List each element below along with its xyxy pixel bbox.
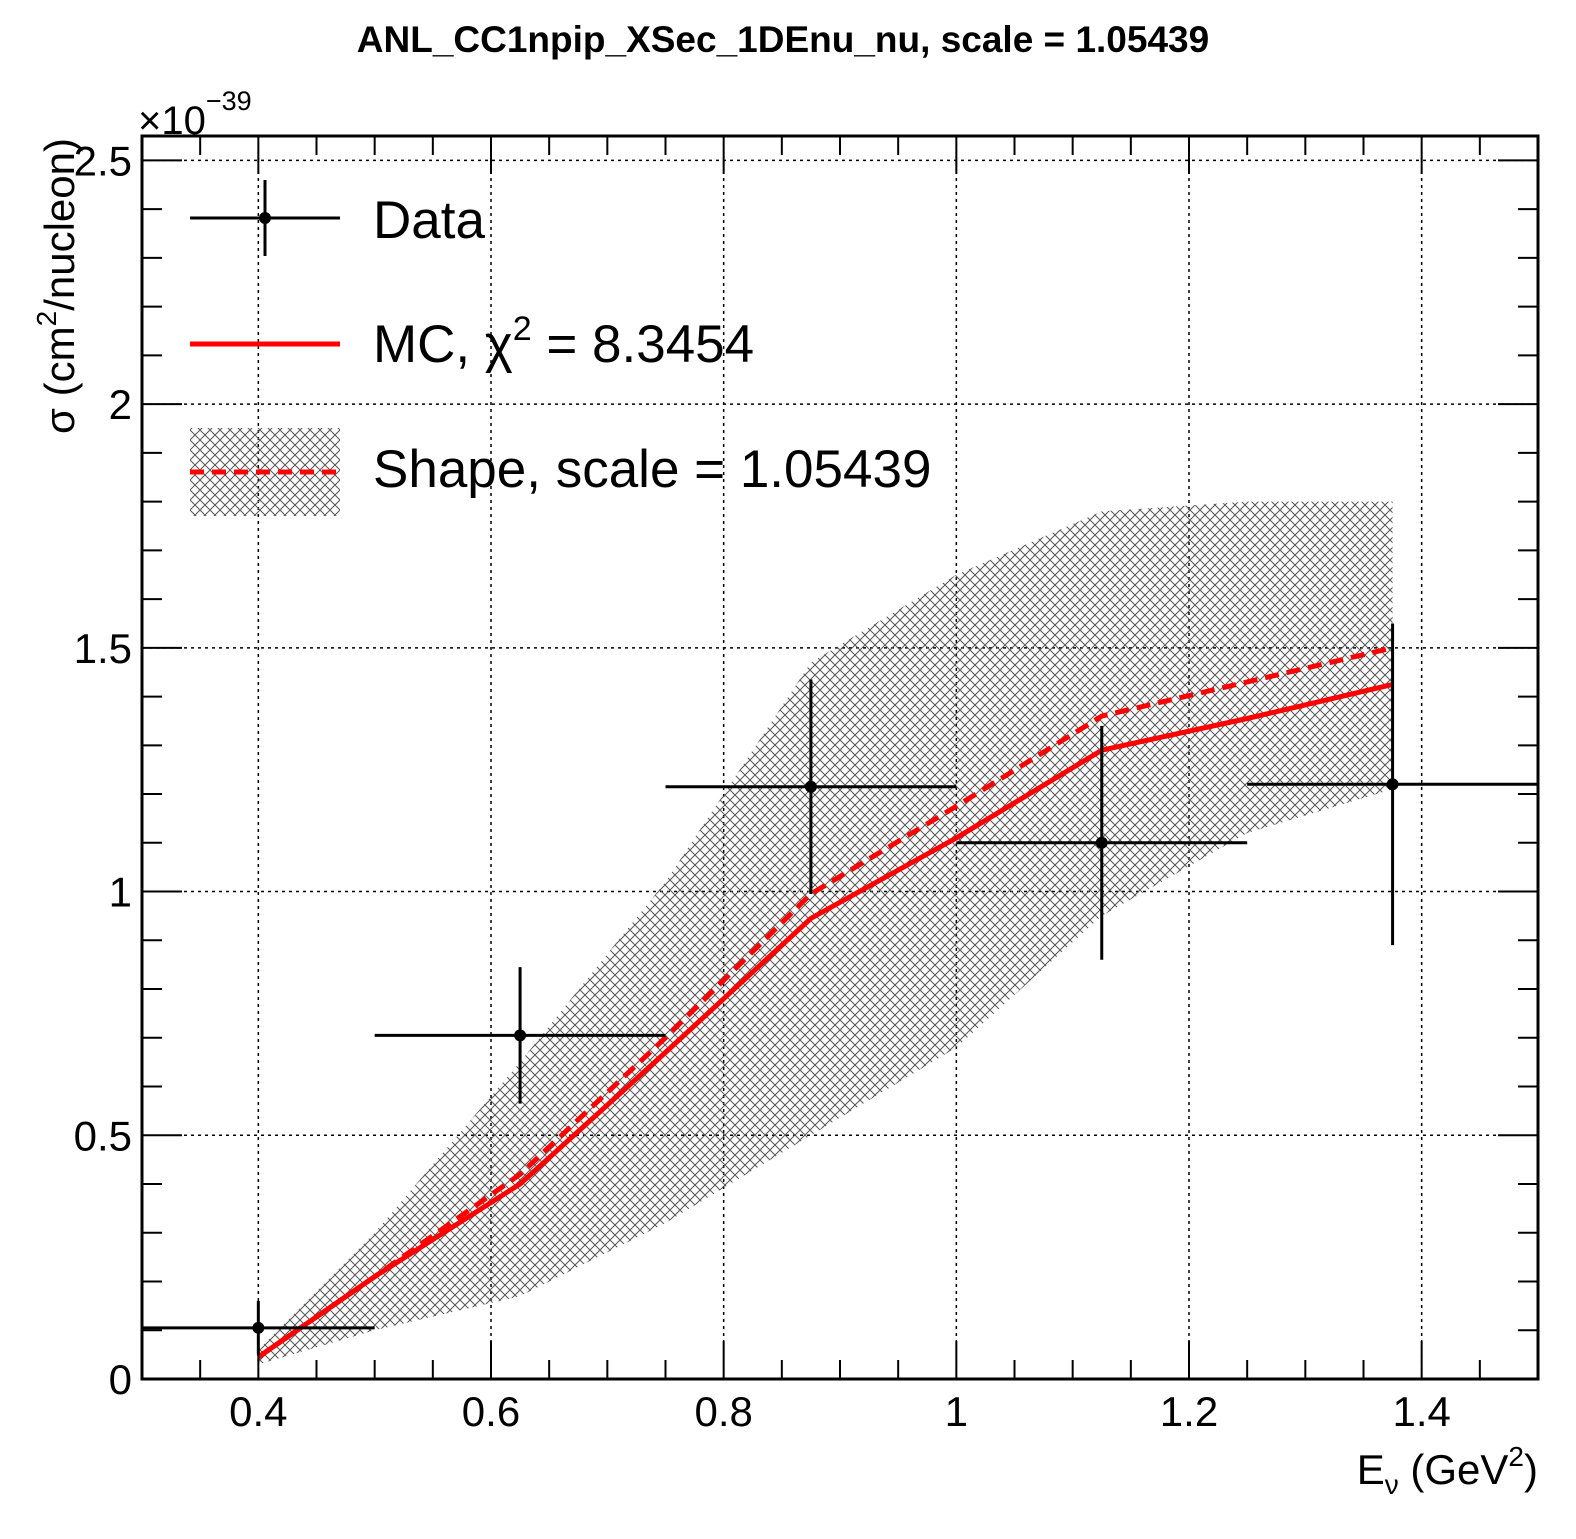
x-tick-label: 0.6 — [462, 1388, 520, 1435]
y-tick-label: 1 — [109, 869, 132, 916]
y-tick-label: 2 — [109, 381, 132, 428]
grid — [142, 136, 1538, 1379]
legend-entry-mc: MC, χ2 = 8.3454 — [190, 310, 754, 374]
data-point — [956, 725, 1248, 960]
legend-mc-label: MC, χ2 = 8.3454 — [373, 310, 754, 374]
shape-series-line — [256, 645, 1394, 1360]
axis-ticks — [141, 136, 1539, 1380]
y-tick-labels: 0 0.5 1 1.5 2 2.5 — [74, 137, 132, 1403]
legend: Data MC, χ2 = 8.3454 Shape, scale = 1.05… — [190, 180, 931, 516]
svg-text:×10−39: ×10−39 — [138, 86, 252, 143]
data-point — [1247, 623, 1538, 946]
x-tick-label: 0.4 — [229, 1388, 287, 1435]
data-marker — [1095, 836, 1108, 849]
x-tick-labels: 0.4 0.6 0.8 1 1.2 1.4 — [229, 1388, 1451, 1435]
legend-entry-shape: Shape, scale = 1.05439 — [190, 428, 931, 516]
y-tick-label: 0 — [109, 1356, 132, 1403]
mc-series-line — [256, 681, 1394, 1360]
series-lines — [256, 645, 1394, 1360]
legend-entry-data: Data — [190, 180, 485, 256]
data-point — [665, 679, 957, 894]
exponent-label: ×10−39 — [138, 86, 252, 143]
x-tick-label: 1.2 — [1160, 1388, 1218, 1435]
data-marker — [804, 780, 817, 793]
x-tick-label: 1.4 — [1392, 1388, 1450, 1435]
data-marker — [514, 1029, 527, 1042]
y-tick-label: 1.5 — [74, 625, 132, 672]
x-tick-label: 1 — [945, 1388, 968, 1435]
data-marker — [1386, 778, 1399, 791]
data-marker — [252, 1321, 265, 1334]
x-axis-title: Eν (GeV2) — [1357, 1441, 1538, 1500]
y-axis-title: σ (cm2/nucleon) — [31, 138, 83, 434]
legend-shape-label: Shape, scale = 1.05439 — [373, 440, 931, 499]
shape-band-area — [258, 501, 1393, 1365]
y-tick-label: 0.5 — [74, 1112, 132, 1159]
data-points — [142, 623, 1538, 1355]
y-tick-label: 2.5 — [74, 137, 132, 184]
shape-uncertainty-band — [258, 501, 1393, 1365]
chart-title: ANL_CC1npip_XSec_1DEnu_nu, scale = 1.054… — [357, 19, 1209, 60]
x-tick-label: 0.8 — [694, 1388, 752, 1435]
legend-data-label: Data — [373, 191, 485, 250]
legend-data-marker — [259, 212, 271, 224]
data-point — [374, 967, 666, 1104]
exponent-power: −39 — [206, 86, 252, 116]
